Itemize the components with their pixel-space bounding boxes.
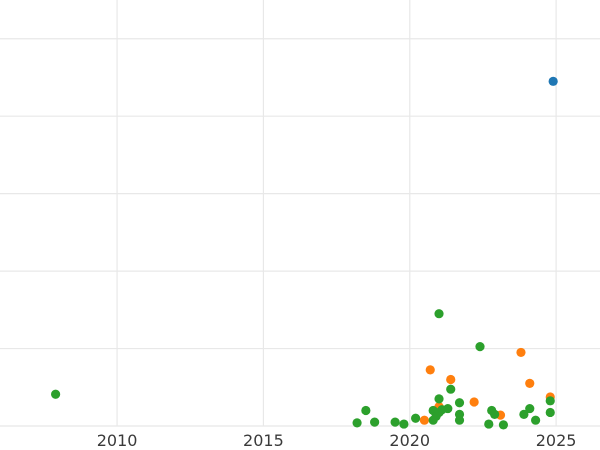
scatter-point: [498, 420, 509, 430]
scatter-point: [51, 389, 61, 399]
scatter-point: [490, 409, 500, 419]
scatter-point: [516, 347, 526, 358]
grid: [0, 0, 600, 427]
scatter-point: [411, 413, 421, 423]
scatter-point: [519, 409, 529, 419]
scatter-point: [443, 403, 453, 414]
scatter-point: [425, 365, 435, 375]
scatter-point: [545, 396, 555, 406]
scatter-point: [525, 378, 535, 388]
scatter-point: [545, 407, 555, 418]
scatter-point: [352, 418, 362, 428]
scatter-point: [484, 419, 494, 429]
scatter-point: [399, 419, 409, 429]
data-points: [51, 76, 558, 430]
scatter-point: [446, 374, 456, 385]
scatter-point: [454, 415, 465, 425]
x-axis-ticks: 2010 2015 2020 2025: [97, 431, 577, 450]
x-tick-label-2015: 2015: [243, 431, 284, 450]
scatter-point: [434, 309, 444, 319]
x-tick-label-2025: 2025: [536, 431, 577, 450]
scatter-point: [370, 417, 380, 427]
scatter-point: [361, 405, 371, 416]
scatter-point: [454, 398, 465, 408]
scatter-point: [446, 384, 456, 394]
scatter-point: [525, 403, 535, 414]
scatter-point: [419, 415, 429, 425]
scatter-point: [475, 342, 485, 352]
scatter-point: [390, 417, 400, 427]
scatter-point: [434, 394, 444, 404]
x-tick-label-2020: 2020: [389, 431, 430, 450]
scatter-point: [548, 76, 558, 86]
scatter-point: [531, 415, 541, 425]
scatter-point: [469, 397, 479, 407]
x-tick-label-2010: 2010: [97, 431, 138, 450]
